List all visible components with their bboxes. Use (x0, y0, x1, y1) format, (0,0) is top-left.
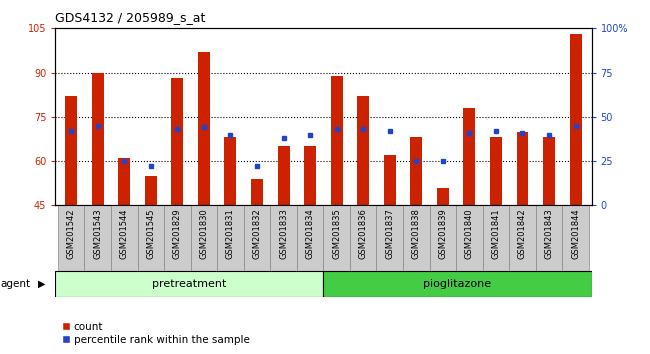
Bar (278, 146, 289, 205)
Bar (430, 205, 456, 271)
Bar (410, 137, 422, 205)
Bar (358, 96, 369, 205)
Bar (384, 155, 396, 205)
Bar (84, 205, 111, 271)
Bar (65, 96, 77, 205)
Bar (244, 205, 270, 271)
Text: ▶: ▶ (38, 279, 46, 289)
Text: pioglitazone: pioglitazone (423, 279, 491, 289)
Text: GSM201543: GSM201543 (93, 209, 102, 259)
Text: GSM201832: GSM201832 (252, 209, 261, 259)
Bar (164, 205, 190, 271)
Bar (138, 205, 164, 271)
Text: GSM201833: GSM201833 (279, 209, 288, 259)
Text: GSM201834: GSM201834 (306, 209, 315, 259)
Bar (437, 188, 448, 205)
Bar (251, 179, 263, 205)
Text: GSM201843: GSM201843 (545, 209, 554, 259)
Bar (456, 205, 483, 271)
Bar (483, 205, 509, 271)
Bar (270, 205, 297, 271)
Text: GDS4132 / 205989_s_at: GDS4132 / 205989_s_at (55, 11, 205, 24)
Text: GSM201544: GSM201544 (120, 209, 129, 259)
Bar (111, 205, 138, 271)
Bar (403, 205, 430, 271)
Bar (509, 205, 536, 271)
Bar (543, 137, 555, 205)
Bar (350, 205, 376, 271)
Text: pretreatment: pretreatment (152, 279, 226, 289)
Bar (304, 146, 316, 205)
Text: GSM201836: GSM201836 (359, 209, 368, 259)
Legend: count, percentile rank within the sample: count, percentile rank within the sample (57, 317, 254, 349)
Text: GSM201542: GSM201542 (67, 209, 75, 259)
Text: GSM201545: GSM201545 (146, 209, 155, 259)
Bar (217, 205, 244, 271)
Bar (190, 205, 217, 271)
Bar (331, 75, 343, 205)
Text: GSM201844: GSM201844 (571, 209, 580, 259)
Bar (562, 205, 589, 271)
Bar (324, 205, 350, 271)
Text: GSM201838: GSM201838 (412, 209, 421, 259)
Text: GSM201837: GSM201837 (385, 209, 395, 259)
Bar (92, 73, 104, 205)
Bar (569, 34, 582, 205)
Bar (55, 271, 324, 297)
Text: agent: agent (1, 279, 31, 289)
Bar (198, 52, 210, 205)
Text: GSM201839: GSM201839 (438, 209, 447, 259)
Bar (463, 108, 475, 205)
Bar (490, 137, 502, 205)
Text: GSM201835: GSM201835 (332, 209, 341, 259)
Text: GSM201830: GSM201830 (200, 209, 209, 259)
Bar (145, 176, 157, 205)
Bar (172, 79, 183, 205)
Bar (224, 137, 237, 205)
Bar (297, 205, 324, 271)
Text: GSM201841: GSM201841 (491, 209, 500, 259)
Bar (324, 271, 592, 297)
Bar (118, 158, 130, 205)
Bar (517, 132, 528, 205)
Bar (536, 205, 562, 271)
Bar (376, 205, 403, 271)
Text: GSM201831: GSM201831 (226, 209, 235, 259)
Text: GSM201840: GSM201840 (465, 209, 474, 259)
Bar (58, 205, 84, 271)
Text: GSM201842: GSM201842 (518, 209, 527, 259)
Text: GSM201829: GSM201829 (173, 209, 182, 259)
